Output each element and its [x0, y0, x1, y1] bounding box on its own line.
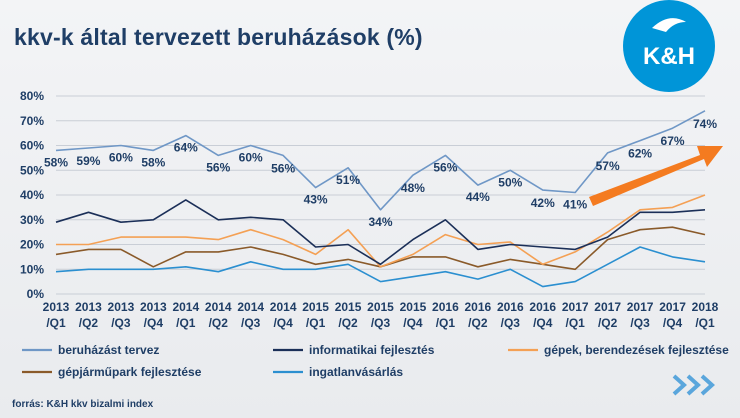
x-tick-label: 2018 — [692, 300, 719, 314]
orange-trend-arrow-icon — [589, 146, 723, 206]
chevron-icon — [686, 374, 701, 396]
x-tick-label: /Q3 — [241, 316, 261, 330]
kh-logo: K&H — [623, 0, 715, 92]
x-tick-label: 2017 — [659, 300, 686, 314]
x-tick-label: 2013 — [108, 300, 135, 314]
x-tick-label: /Q4 — [663, 316, 683, 330]
y-tick-label: 0% — [27, 287, 45, 301]
x-tick-label: 2014 — [205, 300, 232, 314]
data-label: 56% — [206, 160, 230, 174]
x-tick-label: /Q3 — [371, 316, 391, 330]
data-label: 42% — [531, 196, 555, 210]
x-tick-label: /Q1 — [436, 316, 456, 330]
legend-label: gépek, berendezések fejlesztése — [544, 343, 729, 357]
x-tick-label: /Q2 — [209, 316, 229, 330]
data-label: 59% — [76, 154, 100, 168]
x-tick-label: 2013 — [75, 300, 102, 314]
y-tick-label: 20% — [20, 238, 44, 252]
x-tick-label: /Q1 — [695, 316, 715, 330]
x-tick-label: 2017 — [562, 300, 589, 314]
x-tick-label: /Q1 — [176, 316, 196, 330]
source-note: forrás: K&H kkv bizalmi index — [12, 399, 154, 410]
x-tick-label: 2015 — [302, 300, 329, 314]
series-line — [55, 110, 706, 211]
data-label: 58% — [44, 155, 68, 169]
y-tick-label: 40% — [20, 188, 44, 202]
x-tick-label: /Q2 — [468, 316, 488, 330]
chevron-arrows-icon — [672, 374, 715, 396]
x-tick-label: 2014 — [270, 300, 297, 314]
data-label: 51% — [336, 173, 360, 187]
data-label: 50% — [498, 175, 522, 189]
data-label: 67% — [661, 134, 685, 148]
x-tick-label: 2015 — [367, 300, 394, 314]
y-tick-label: 10% — [20, 262, 44, 276]
x-tick-label: /Q3 — [501, 316, 521, 330]
series-line — [56, 194, 706, 268]
x-tick-label: 2015 — [400, 300, 427, 314]
x-tick-label: 2017 — [627, 300, 654, 314]
x-tick-label: 2014 — [237, 300, 264, 314]
x-tick-label: /Q4 — [144, 316, 164, 330]
kh-logo-circle — [623, 0, 715, 92]
x-tick-label: 2016 — [464, 300, 491, 314]
x-tick-label: /Q4 — [533, 316, 553, 330]
y-tick-label: 30% — [20, 213, 44, 227]
x-tick-label: /Q3 — [630, 316, 650, 330]
kh-logo-text: K&H — [643, 43, 695, 70]
kh-logo-swirl — [652, 18, 686, 32]
data-label: 41% — [563, 198, 587, 212]
y-tick-label: 70% — [20, 114, 44, 128]
data-label: 60% — [239, 151, 263, 165]
x-tick-label: /Q2 — [79, 316, 99, 330]
data-label: 64% — [174, 141, 198, 155]
x-tick-label: /Q3 — [111, 316, 131, 330]
x-tick-label: /Q2 — [598, 316, 618, 330]
chevron-icon — [700, 374, 715, 396]
data-label: 56% — [433, 160, 457, 174]
data-label: 43% — [304, 193, 328, 207]
x-tick-label: 2017 — [594, 300, 621, 314]
series-line — [55, 246, 706, 288]
x-tick-label: /Q2 — [338, 316, 358, 330]
x-tick-label: /Q4 — [273, 316, 293, 330]
x-tick-label: 2016 — [529, 300, 556, 314]
data-label: 57% — [596, 159, 620, 173]
series-line — [55, 226, 706, 271]
data-label: 56% — [271, 161, 295, 175]
y-tick-label: 80% — [20, 89, 44, 103]
x-tick-label: 2014 — [172, 300, 199, 314]
data-label: 44% — [466, 190, 490, 204]
data-label: 58% — [141, 155, 165, 169]
x-tick-label: 2016 — [497, 300, 524, 314]
legend-label: beruházást tervez — [58, 343, 159, 357]
x-tick-label: /Q4 — [403, 316, 423, 330]
data-label: 60% — [109, 151, 133, 165]
series-line — [55, 199, 706, 266]
x-tick-label: 2015 — [335, 300, 362, 314]
legend-label: informatikai fejlesztés — [309, 343, 435, 357]
legend-label: ingatlanvásárlás — [309, 365, 403, 379]
data-label: 48% — [401, 181, 425, 195]
chevron-icon — [672, 374, 687, 396]
legend-label: gépjárműpark fejlesztése — [58, 365, 202, 379]
x-tick-label: /Q1 — [306, 316, 326, 330]
x-tick-label: 2013 — [140, 300, 167, 314]
y-tick-label: 50% — [20, 163, 44, 177]
x-tick-label: 2013 — [43, 300, 70, 314]
page-title: kkv-k által tervezett beruházások (%) — [14, 24, 423, 50]
data-label: 74% — [693, 117, 717, 131]
x-tick-label: /Q1 — [566, 316, 586, 330]
data-label: 62% — [628, 147, 652, 161]
x-tick-label: /Q1 — [46, 316, 66, 330]
x-tick-label: 2016 — [432, 300, 459, 314]
data-label: 34% — [368, 215, 392, 229]
y-tick-label: 60% — [20, 139, 44, 153]
